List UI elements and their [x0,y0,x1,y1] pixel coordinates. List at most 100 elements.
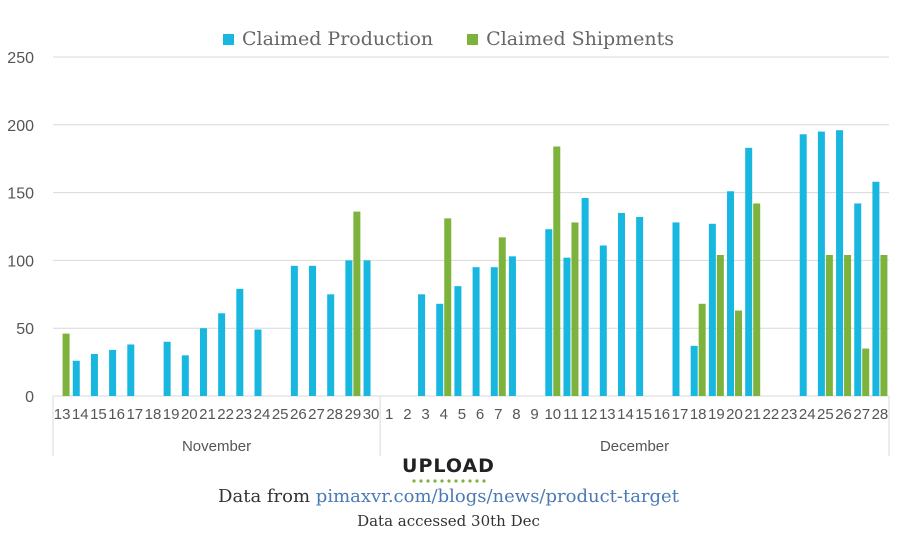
shipments-bar [444,218,452,396]
x-tick-label: 25 [817,406,834,423]
shipments-bar [880,254,888,396]
legend-production-label: Claimed Production [241,28,434,50]
production-bar [127,344,135,396]
x-tick-label: 10 [544,406,561,423]
x-tick-label: 25 [272,406,289,423]
x-tick-label: 3 [421,406,429,423]
x-tick-label: 17 [126,406,143,423]
production-bar [727,191,735,396]
y-tick-label: 200 [7,118,34,135]
data-source-link[interactable]: pimaxvr.com/blogs/news/product-target [315,486,679,507]
shipments-bar [698,303,706,396]
x-tick-label: 27 [308,406,325,423]
x-tick-label: 24 [799,406,816,423]
production-bar [236,288,244,396]
legend-shipments-label: Claimed Shipments [486,28,675,50]
production-bar [817,131,825,396]
production-bar [72,360,80,396]
legend-item-shipments: Claimed Shipments [467,28,674,50]
x-tick-label: 29 [345,406,362,423]
legend-item-production: Claimed Production [222,28,434,50]
production-bar [199,328,207,396]
x-tick-label: 13 [599,406,616,423]
y-tick-label: 0 [25,389,34,406]
x-tick-label: 27 [853,406,870,423]
production-bar [581,198,589,396]
x-tick-label: 28 [872,406,889,423]
shipments-bar [62,333,70,396]
production-bar [254,329,262,396]
legend: Claimed Production Claimed Shipments [0,28,897,50]
production-bar [309,265,317,396]
production-bar [472,267,480,396]
production-bar [745,147,753,396]
x-tick-label: 23 [781,406,798,423]
shipments-bar [571,222,579,396]
bars [62,130,888,397]
production-bar [508,256,516,396]
x-tick-label: 11 [563,406,579,423]
x-tick-label: 22 [763,406,780,423]
shipments-bar [553,146,561,396]
x-tick-label: 24 [254,406,271,423]
production-bar [436,303,444,396]
group-label: November [182,438,251,455]
production-bar [836,130,844,396]
x-tick-label: 14 [617,406,634,423]
shipments-bar [735,310,743,396]
production-bar [599,245,607,396]
production-bar [799,134,807,397]
x-axis-ticks: 13 14 15 16 17 18 19 20 21 22 23 24 25 26 27 28 29 30 1 2 3 4… [54,406,889,423]
x-tick-label: 19 [163,406,180,423]
production-bar [708,223,716,396]
x-tick-label: 20 [726,406,743,423]
x-tick-label: 12 [581,406,598,423]
x-tick-label: 18 [145,406,162,423]
production-bar [490,267,498,396]
production-bar [181,355,189,396]
shipments-bar [825,254,833,396]
group-label: December [600,438,669,455]
production-bar [854,203,862,396]
y-tick-label: 50 [16,321,34,338]
production-bar [418,294,426,396]
x-tick-label: 6 [476,406,484,423]
production-bar [690,345,698,396]
data-source-prefix: Data from [218,486,316,507]
shipments-bar [753,203,761,396]
production-bar [545,229,553,396]
production-bar [617,212,625,396]
shipments-bar [844,254,852,396]
logo-text: UPLOAD [402,455,495,477]
x-tick-label: 13 [54,406,71,423]
x-tick-label: 19 [708,406,725,423]
x-tick-label: 23 [235,406,252,423]
production-bar [872,181,880,396]
production-bar [218,313,226,396]
data-source: Data from pimaxvr.com/blogs/news/product… [0,486,897,507]
production-bar [363,260,371,396]
shipments-bar [716,254,724,396]
logo-dots-icon [411,479,486,483]
x-tick-label: 20 [181,406,198,423]
production-bar [109,349,117,396]
production-bar [563,257,571,396]
production-swatch-icon [222,33,234,45]
upload-logo: UPLOAD [0,455,897,484]
x-tick-label: 8 [512,406,520,423]
y-tick-label: 250 [7,50,34,67]
x-tick-label: 16 [108,406,125,423]
shipments-bar [353,211,361,396]
production-bar [163,341,171,396]
x-tick-label: 1 [385,406,393,423]
x-tick-label: 15 [635,406,652,423]
production-bar [672,222,680,396]
x-tick-label: 18 [690,406,707,423]
data-accessed: Data accessed 30th Dec [357,512,540,530]
x-tick-label: 16 [653,406,670,423]
gridlines [53,56,889,397]
x-tick-label: 5 [458,406,466,423]
x-tick-label: 30 [363,406,380,423]
production-bar [636,217,644,396]
